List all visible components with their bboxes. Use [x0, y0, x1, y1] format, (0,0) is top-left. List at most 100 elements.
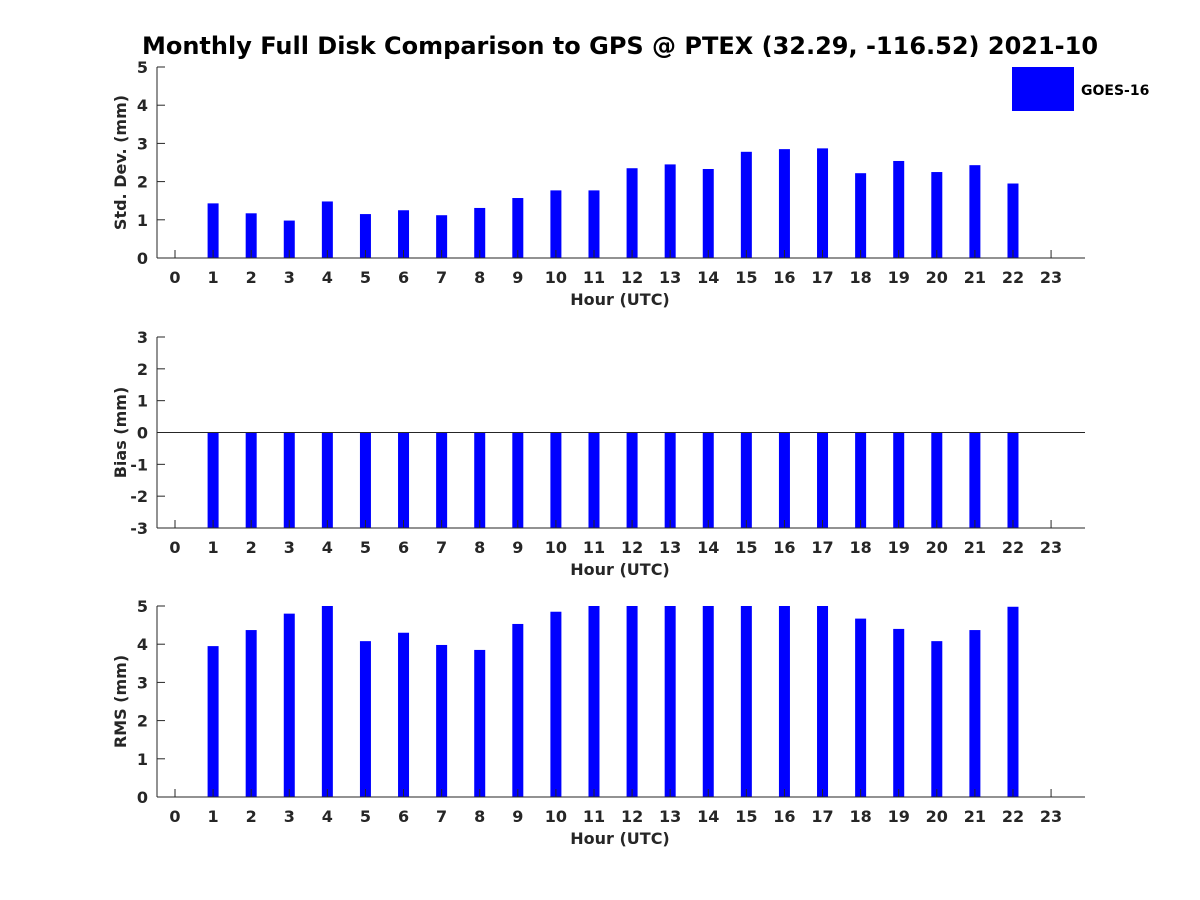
bar-hour-18 [855, 432, 867, 528]
x-tick-label: 16 [773, 268, 795, 287]
bar-hour-13 [664, 432, 676, 528]
bar-hour-18 [855, 173, 867, 258]
bar-hour-19 [893, 432, 905, 528]
x-tick-label: 22 [1002, 807, 1024, 826]
x-tick-label: 7 [436, 538, 447, 557]
x-tick-label: 11 [583, 268, 605, 287]
x-tick-label: 23 [1040, 807, 1062, 826]
bar-hour-21 [969, 630, 981, 797]
y-tick-label: 3 [137, 134, 148, 153]
bar-hour-13 [664, 606, 676, 797]
bar-hour-3 [283, 220, 295, 258]
y-tick-label: -1 [130, 455, 148, 474]
y-tick-label: 3 [137, 328, 148, 347]
x-tick-label: 17 [811, 807, 833, 826]
bar-hour-19 [893, 160, 905, 258]
y-tick-label: 5 [137, 597, 148, 616]
bar-hour-8 [474, 207, 486, 258]
x-tick-label: 2 [246, 807, 257, 826]
bar-hour-16 [778, 606, 790, 797]
x-tick-label: 23 [1040, 268, 1062, 287]
bar-hour-20 [931, 641, 943, 797]
bar-hour-16 [778, 432, 790, 528]
bar-hour-7 [436, 644, 448, 797]
x-tick-label: 16 [773, 538, 795, 557]
x-tick-label: 1 [208, 538, 219, 557]
bar-hour-2 [245, 630, 257, 797]
x-tick-label: 15 [735, 807, 757, 826]
y-tick-label: 0 [137, 249, 148, 268]
y-tick-label: 1 [137, 392, 148, 411]
y-tick-label: 0 [137, 424, 148, 443]
bar-hour-20 [931, 432, 943, 528]
x-tick-label: 10 [545, 538, 567, 557]
bar-hour-10 [550, 432, 562, 528]
bar-hour-8 [474, 649, 486, 797]
x-tick-label: 14 [697, 538, 719, 557]
bar-hour-7 [436, 215, 448, 258]
x-tick-label: 2 [246, 538, 257, 557]
x-tick-label: 14 [697, 268, 719, 287]
bar-hour-2 [245, 213, 257, 258]
y-tick-label: 4 [137, 635, 148, 654]
bar-hour-4 [321, 606, 333, 797]
bar-hour-4 [321, 201, 333, 258]
y-tick-label: -3 [130, 519, 148, 538]
bar-hour-11 [588, 432, 600, 528]
x-tick-label: 10 [545, 268, 567, 287]
bar-hour-15 [740, 432, 752, 528]
x-tick-label: 4 [322, 538, 333, 557]
x-tick-label: 3 [284, 807, 295, 826]
chart-title: Monthly Full Disk Comparison to GPS @ PT… [142, 32, 1098, 60]
bar-hour-2 [245, 432, 257, 528]
y-axis-label: Std. Dev. (mm) [111, 95, 130, 230]
y-tick-label: -2 [130, 487, 148, 506]
x-tick-label: 12 [621, 268, 643, 287]
bar-hour-20 [931, 172, 943, 258]
x-tick-label: 17 [811, 268, 833, 287]
x-tick-label: 7 [436, 807, 447, 826]
x-tick-label: 21 [964, 268, 986, 287]
x-tick-label: 20 [926, 268, 948, 287]
x-tick-label: 8 [474, 268, 485, 287]
x-tick-label: 11 [583, 538, 605, 557]
y-tick-label: 2 [137, 173, 148, 192]
x-tick-label: 19 [888, 268, 910, 287]
x-tick-label: 7 [436, 268, 447, 287]
bar-hour-21 [969, 165, 981, 258]
bar-hour-13 [664, 164, 676, 258]
x-tick-label: 5 [360, 268, 371, 287]
bar-hour-16 [778, 149, 790, 258]
bar-hour-4 [321, 432, 333, 528]
x-tick-label: 6 [398, 268, 409, 287]
bar-hour-10 [550, 611, 562, 797]
bar-hour-3 [283, 432, 295, 528]
y-tick-label: 0 [137, 788, 148, 807]
bar-hour-1 [207, 432, 219, 528]
x-tick-label: 13 [659, 807, 681, 826]
y-axis-label: Bias (mm) [111, 387, 130, 479]
bar-hour-12 [626, 168, 638, 258]
x-tick-label: 12 [621, 538, 643, 557]
x-tick-label: 1 [208, 268, 219, 287]
bar-hour-6 [398, 210, 410, 258]
x-tick-label: 13 [659, 268, 681, 287]
x-tick-label: 9 [512, 538, 523, 557]
x-tick-label: 11 [583, 807, 605, 826]
x-tick-label: 0 [169, 538, 180, 557]
y-tick-label: 2 [137, 360, 148, 379]
bar-hour-11 [588, 606, 600, 797]
bar-hour-7 [436, 432, 448, 528]
x-tick-label: 19 [888, 538, 910, 557]
bar-hour-22 [1007, 432, 1019, 528]
x-tick-label: 12 [621, 807, 643, 826]
y-tick-label: 3 [137, 673, 148, 692]
x-tick-label: 6 [398, 807, 409, 826]
bar-hour-8 [474, 432, 486, 528]
x-tick-label: 14 [697, 807, 719, 826]
bar-hour-1 [207, 646, 219, 797]
x-tick-label: 18 [849, 538, 871, 557]
bar-hour-6 [398, 632, 410, 797]
